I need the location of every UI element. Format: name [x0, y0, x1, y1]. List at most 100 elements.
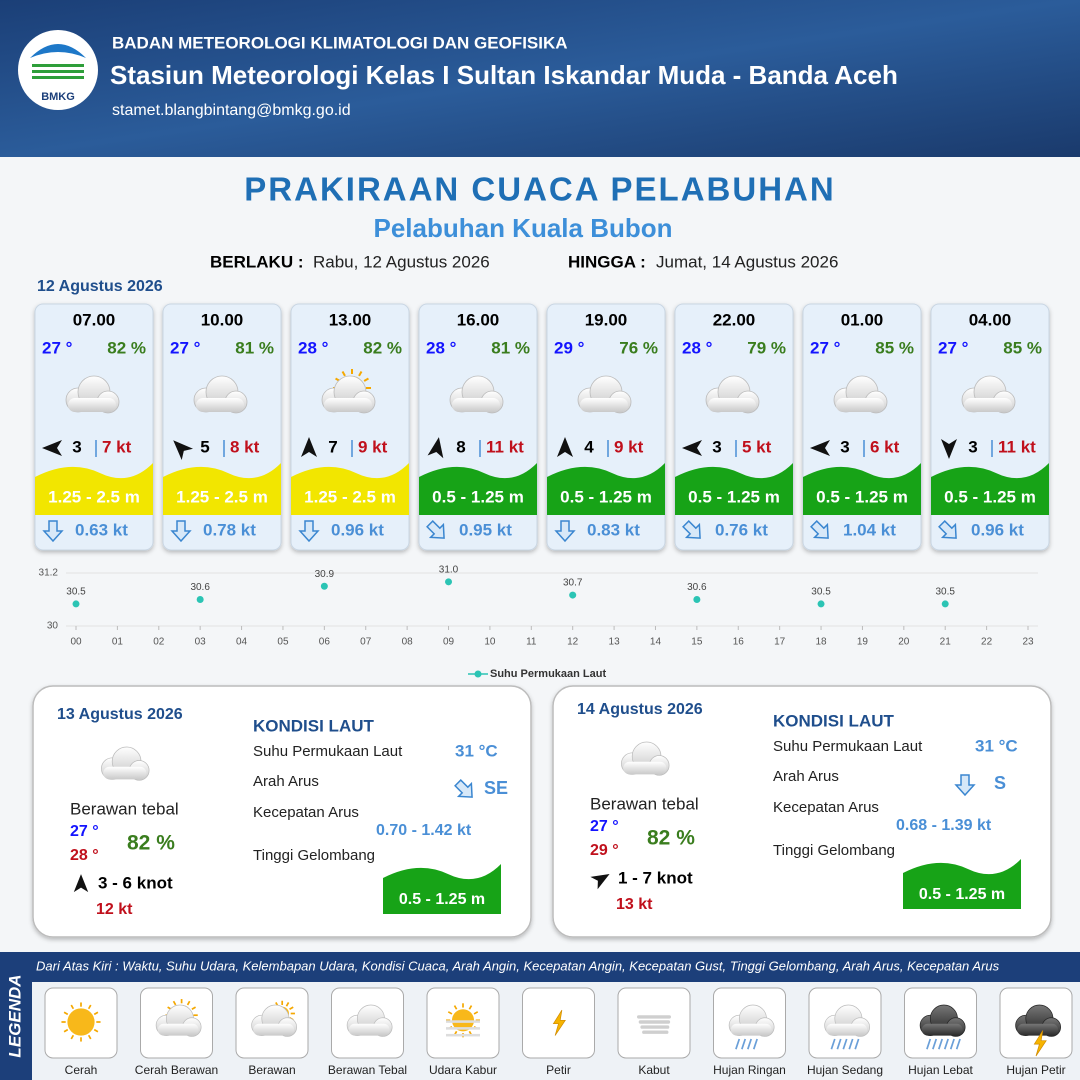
temperature: 28 °	[682, 338, 713, 357]
wave-height: 0.5 - 1.25 m	[399, 891, 485, 908]
weather-icon	[552, 1009, 566, 1036]
sun-ray	[468, 1005, 473, 1010]
wind-speed: 8	[456, 437, 465, 456]
data-label: 30.7	[563, 578, 583, 589]
current-arrow	[298, 520, 320, 543]
x-tick-label: 18	[815, 637, 827, 648]
weather-icon	[101, 746, 150, 781]
sun-ray	[363, 377, 369, 382]
x-tick-label: 12	[567, 637, 579, 648]
wave-band	[547, 463, 665, 515]
rain-drop	[830, 1038, 836, 1050]
legend-item: Petir	[546, 1063, 571, 1077]
header-bg	[0, 0, 1080, 157]
rain-drop	[752, 1038, 758, 1050]
wind-arrow	[427, 437, 444, 459]
legend-item: Berawan Tebal	[328, 1063, 407, 1077]
current-arrow	[426, 520, 445, 539]
sun-ray	[70, 1034, 75, 1040]
humidity: 82 %	[647, 827, 695, 850]
wave-band	[291, 463, 409, 515]
legend-item: Hujan Ringan	[713, 1063, 786, 1077]
current-range: 0.68 - 1.39 kt	[896, 817, 992, 834]
temp-min: 27 °	[70, 823, 99, 840]
rain-drop	[926, 1038, 932, 1050]
sun-ray	[341, 371, 346, 377]
current-speed: 0.83 kt	[587, 520, 640, 539]
current-arrow	[954, 774, 976, 797]
sea-label: Kecepatan Arus	[253, 804, 359, 821]
x-tick-label: 03	[195, 637, 207, 648]
rain-drop	[848, 1038, 854, 1050]
sun-ray	[87, 1034, 92, 1040]
wind-arrow	[941, 439, 957, 459]
weather-icon	[961, 375, 1016, 414]
humidity: 76 %	[619, 338, 658, 357]
wind-arrow	[42, 440, 62, 456]
cloud-part	[324, 398, 372, 412]
wave-height: 0.5 - 1.25 m	[560, 487, 652, 506]
fog	[637, 1015, 671, 1019]
humidity: 82 %	[363, 338, 402, 357]
legend-description: Dari Atas Kiri : Waktu, Suhu Udara, Kele…	[36, 958, 1000, 973]
sea-label: Arah Arus	[773, 768, 839, 785]
valid-from: Rabu, 12 Agustus 2026	[313, 252, 490, 271]
gust: 7 kt	[102, 437, 132, 456]
current-speed: 0.63 kt	[75, 520, 128, 539]
sun-ray	[191, 1006, 197, 1010]
x-tick-label: 13	[609, 637, 621, 648]
wind-arrow	[810, 440, 830, 456]
gust: 11 kt	[998, 437, 1036, 456]
current-dir: S	[994, 773, 1006, 793]
sst-point	[445, 578, 453, 586]
legend-item: Hujan Lebat	[908, 1063, 973, 1077]
wind-arrow	[590, 874, 610, 890]
current-speed: 1.04 kt	[843, 520, 896, 539]
x-tick-label: 16	[733, 637, 745, 648]
org: BADAN METEOROLOGI KLIMATOLOGI DAN GEOFIS…	[112, 33, 568, 52]
wind-speed: 3	[968, 437, 977, 456]
gust: 11 kt	[486, 437, 524, 456]
weather-icon	[65, 375, 120, 414]
wave-height: 0.5 - 1.25 m	[944, 487, 1036, 506]
temperature: 28 °	[426, 338, 457, 357]
wave-band	[931, 463, 1049, 515]
sun	[67, 1008, 95, 1036]
humidity: 81 %	[491, 338, 530, 357]
wind-arrow	[557, 437, 573, 457]
temperature: 27 °	[938, 338, 969, 357]
rain-drop	[932, 1038, 938, 1050]
current-speed: 0.96 kt	[331, 520, 384, 539]
x-tick-label: 00	[70, 637, 82, 648]
wave-band	[675, 463, 793, 515]
cloud-part	[452, 398, 500, 412]
x-tick-label: 02	[153, 637, 165, 648]
station: Stasiun Meteorologi Kelas I Sultan Iskan…	[110, 60, 898, 90]
x-tick-label: 14	[650, 637, 662, 648]
current-arrow	[42, 520, 64, 543]
fog	[642, 1030, 669, 1034]
wind-arrow	[173, 440, 194, 461]
time: 13.00	[329, 310, 372, 329]
x-tick-label: 11	[526, 637, 537, 648]
fog	[638, 1020, 671, 1024]
data-label: 30.5	[935, 587, 955, 598]
wind-speed: 3	[72, 437, 81, 456]
data-label: 31.0	[439, 564, 459, 575]
data-label: 30.5	[811, 587, 831, 598]
email: stamet.blangbintang@bmkg.go.id	[112, 102, 351, 119]
wind-speed: 3	[712, 437, 721, 456]
wind-range: 3 - 6 knot	[98, 873, 173, 892]
time: 04.00	[969, 310, 1012, 329]
time: 10.00	[201, 310, 244, 329]
sun-ray	[285, 1002, 290, 1007]
weather-icon	[1015, 1004, 1061, 1057]
rain-drop	[955, 1038, 961, 1050]
sun-ray	[93, 1011, 99, 1016]
lightning	[1033, 1030, 1047, 1057]
sst: 31 °C	[455, 741, 498, 760]
gust: 8 kt	[230, 437, 260, 456]
lightning	[552, 1009, 566, 1036]
x-tick-label: 15	[691, 637, 703, 648]
logo-text: BMKG	[41, 91, 75, 103]
